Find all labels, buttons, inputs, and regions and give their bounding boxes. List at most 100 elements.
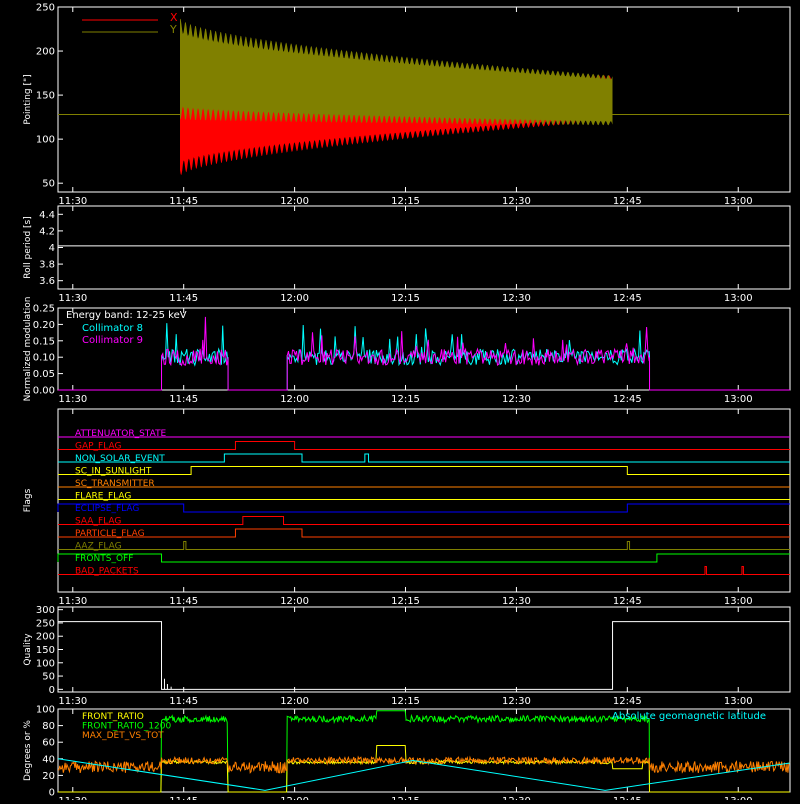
y-tick-label: 150: [36, 645, 55, 656]
flag-label: AAZ_FLAG: [75, 542, 122, 552]
y-tick-label: 300: [36, 605, 55, 616]
y-tick-label: 40: [42, 754, 55, 765]
flag-line: [58, 453, 790, 463]
y-tick-label: 100: [36, 135, 55, 146]
y-tick-label: 50: [42, 672, 55, 683]
x-tick-label: 12:45: [613, 596, 642, 607]
panel-quality: 11:30 11:45 12:00 12:15 12:30 12:45 13:00 0 50 10…: [23, 605, 791, 707]
panel-frame: [57, 708, 791, 793]
y-tick-label: 4.2: [39, 226, 55, 237]
x-tick-label: 12:30: [502, 293, 531, 304]
geomagnetic-latitude-line: [57, 758, 791, 791]
panel-modulation: 11:30 11:45 12:00 12:15 12:30 12:45 13:00 0.00 0…: [23, 297, 791, 405]
flag-label: ECLIPSE_FLAG: [75, 504, 139, 514]
max-det-vs-tot-line: [57, 755, 791, 774]
y-tick-label: 150: [36, 91, 55, 102]
panel-roll: 11:30 11:45 12:00 12:15 12:30 12:45 13:00 3.6 3.…: [23, 205, 791, 304]
flag-label: FRONTS_OFF: [75, 554, 133, 564]
y-tick-label: 250: [36, 3, 55, 14]
x-tick-label: 12:15: [391, 394, 420, 405]
x-tick-label: 13:00: [724, 394, 753, 405]
flag-line: [58, 528, 790, 538]
x-tick-label: 11:45: [169, 596, 198, 607]
y-axis-label: Pointing ["]: [23, 74, 33, 124]
x-tick-label: 11:45: [169, 293, 198, 304]
x-tick-label: 12:15: [391, 596, 420, 607]
y-tick-label: 4: [49, 243, 55, 254]
y-axis-label: Flags: [23, 488, 33, 512]
y-tick-label: 0: [49, 788, 55, 799]
legend-label-y: Y: [169, 23, 177, 36]
quality-line: [58, 621, 790, 690]
flag-label: PARTICLE_FLAG: [75, 529, 145, 539]
x-tick-label: 11:45: [169, 796, 198, 800]
x-tick-label: 13:00: [724, 196, 753, 207]
x-tick-label: 12:45: [613, 196, 642, 207]
x-tick-label: 12:00: [280, 394, 309, 405]
y-tick-label: 0.05: [33, 369, 55, 380]
x-tick-label: 11:30: [58, 293, 87, 304]
legend-label-latitude: Absolute geomagnetic latitude: [612, 711, 766, 722]
legend-label: MAX_DET_VS_TOT: [82, 731, 164, 741]
legend-label-x: X: [170, 11, 178, 24]
x-tick-label: 12:30: [502, 596, 531, 607]
x-tick-label: 12:30: [502, 196, 531, 207]
x-tick-label: 12:00: [280, 796, 309, 800]
x-tick-label: 12:30: [502, 696, 531, 707]
energy-band-annotation: Energy band: 12-25 keV: [66, 310, 187, 321]
legend-label-collimator: Collimator 8: [82, 323, 143, 334]
legend-label: FRONT_RATIO: [82, 712, 144, 722]
series-y-band: [180, 18, 613, 126]
flag-line: [57, 553, 790, 563]
panel-flags: 11:30 11:45 12:00 12:15 12:30 12:45 13:00 Flags…: [23, 408, 791, 607]
x-tick-label: 12:00: [280, 696, 309, 707]
y-axis-label: Degrees or %: [23, 720, 33, 781]
panel-frame: [57, 408, 791, 593]
legend-label: FRONT_RATIO_1200: [82, 722, 172, 732]
y-tick-label: 100: [36, 705, 55, 716]
legend-label-collimator: Collimator 9: [82, 335, 143, 346]
flag-label: GAP_FLAG: [75, 442, 121, 452]
y-tick-label: 100: [36, 658, 55, 669]
x-tick-label: 12:15: [391, 196, 420, 207]
y-tick-label: 250: [36, 618, 55, 629]
flag-label: FLARE_FLAG: [75, 492, 131, 502]
y-tick-label: 200: [36, 632, 55, 643]
x-tick-label: 11:45: [169, 196, 198, 207]
x-tick-label: 11:30: [58, 696, 87, 707]
x-tick-label: 11:30: [58, 394, 87, 405]
flag-label: BAD_PACKETS: [75, 567, 139, 577]
y-tick-label: 0.20: [33, 320, 55, 331]
x-tick-label: 12:00: [280, 596, 309, 607]
y-tick-label: 3.8: [39, 260, 55, 271]
y-tick-label: 60: [42, 738, 55, 749]
x-tick-label: 11:30: [58, 796, 87, 800]
y-tick-label: 0.10: [33, 353, 55, 364]
y-tick-label: 80: [42, 721, 55, 732]
flag-line: [57, 503, 790, 513]
x-tick-label: 11:30: [58, 196, 87, 207]
x-tick-label: 12:15: [391, 293, 420, 304]
y-tick-label: 0.25: [33, 304, 55, 315]
x-tick-label: 11:30: [58, 596, 87, 607]
x-tick-label: 12:30: [502, 796, 531, 800]
x-tick-label: 12:15: [391, 796, 420, 800]
x-tick-label: 11:45: [169, 696, 198, 707]
y-tick-label: 0.15: [33, 336, 55, 347]
y-tick-label: 3.6: [39, 276, 55, 287]
x-tick-label: 13:00: [724, 293, 753, 304]
flag-label: SAA_FLAG: [75, 517, 121, 527]
flag-line: [58, 516, 790, 525]
x-tick-label: 12:00: [280, 293, 309, 304]
y-tick-label: 200: [36, 47, 55, 58]
panel-frame: [57, 307, 791, 391]
flag-label: ATTENUATOR_STATE: [75, 429, 167, 439]
x-tick-label: 12:45: [613, 394, 642, 405]
flag-label: SC_TRANSMITTER: [75, 479, 155, 489]
y-axis-label: Roll period [s]: [23, 216, 33, 278]
panel-pointing: 11:30 11:45 12:00 12:15 12:30 12:45 13:00 50 100…: [23, 3, 791, 207]
x-tick-label: 12:45: [613, 796, 642, 800]
flag-label: NON_SOLAR_EVENT: [75, 454, 165, 464]
x-tick-label: 13:00: [724, 796, 753, 800]
